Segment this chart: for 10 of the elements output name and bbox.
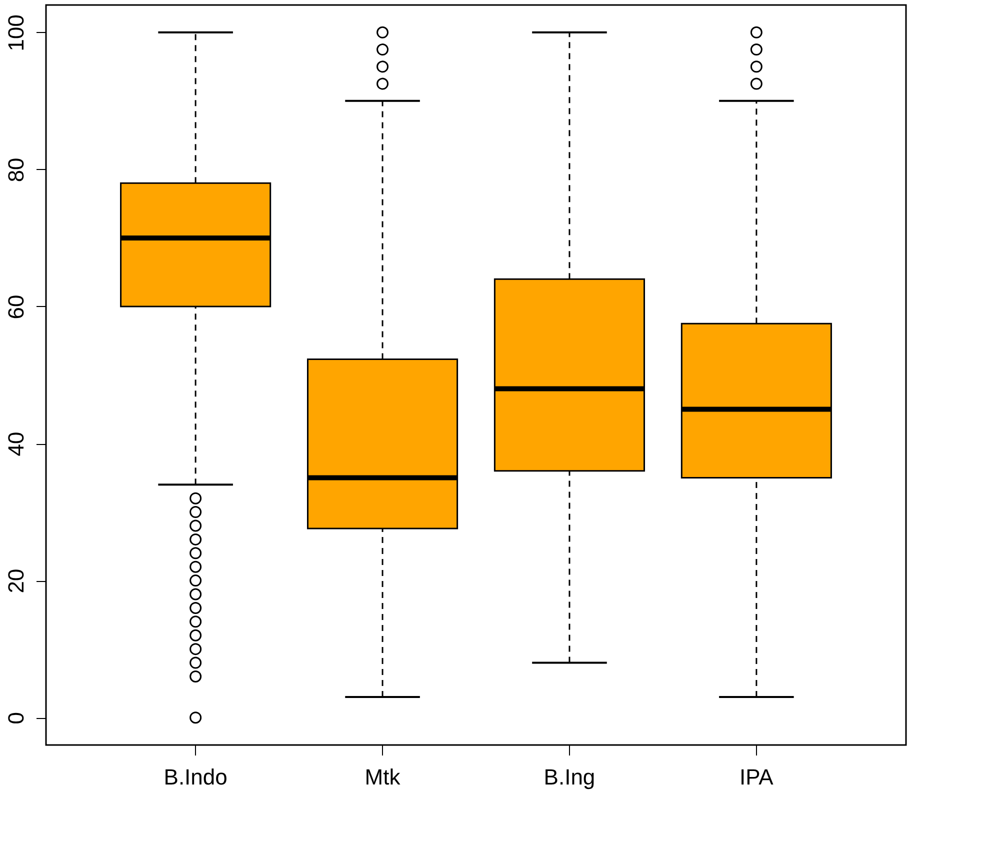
x-tick-label: B.Indo [164, 764, 228, 790]
y-tick-label: 60 [4, 294, 28, 320]
y-tick-label: 80 [4, 158, 28, 182]
x-tick-label: Mtk [364, 764, 402, 790]
y-tick-label: 0 [4, 712, 28, 724]
y-tick-label: 20 [4, 568, 28, 594]
y-tick-label: 100 [4, 14, 28, 52]
x-tick-label: B.Ing [544, 764, 596, 790]
y-tick-label: 40 [4, 432, 28, 456]
x-tick-label: IPA [740, 764, 774, 790]
